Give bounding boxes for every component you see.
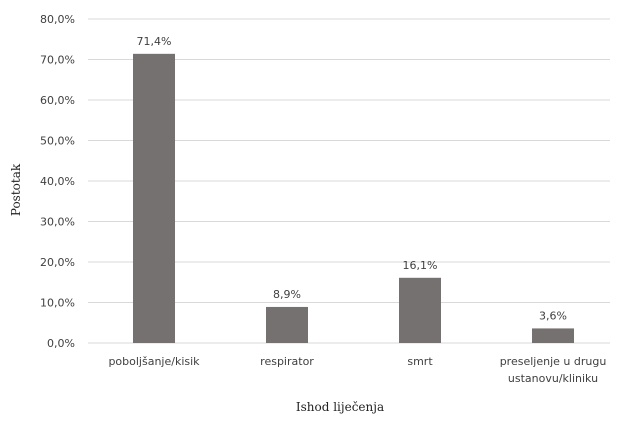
x-axis-categories: poboljšanje/kisik respirator smrt preseljen… xyxy=(108,355,606,385)
y-tick-label: 10,0% xyxy=(40,297,75,310)
y-tick-label: 0,0% xyxy=(47,337,75,350)
y-tick-label: 20,0% xyxy=(40,256,75,269)
y-tick-label: 70,0% xyxy=(40,54,75,67)
data-labels: 71,4% 8,9% 16,1% 3,6% xyxy=(137,35,567,323)
y-tick-label: 50,0% xyxy=(40,135,75,148)
bars xyxy=(133,53,574,344)
bar xyxy=(532,328,574,343)
y-axis-ticks: 0,0% 10,0% 20,0% 30,0% 40,0% 50,0% 60,0% 70,0% 8… xyxy=(40,13,75,350)
data-label: 71,4% xyxy=(137,35,172,48)
x-category-label: respirator xyxy=(260,355,314,368)
y-axis-title: Postotak xyxy=(9,163,23,216)
data-label: 8,9% xyxy=(273,288,301,301)
y-tick-label: 30,0% xyxy=(40,216,75,229)
bar xyxy=(399,277,441,343)
x-category-label: ustanovu/kliniku xyxy=(508,372,598,385)
x-axis-title: Ishod liječenja xyxy=(296,400,384,414)
bar xyxy=(266,306,308,343)
x-category-label: poboljšanje/kisik xyxy=(108,355,200,368)
x-category-label: preseljenje u drugu xyxy=(500,355,607,368)
y-tick-label: 60,0% xyxy=(40,94,75,107)
x-category-label: smrt xyxy=(407,355,433,368)
y-tick-label: 80,0% xyxy=(40,13,75,26)
y-tick-label: 40,0% xyxy=(40,175,75,188)
data-label: 16,1% xyxy=(403,259,438,272)
bar xyxy=(133,53,175,344)
data-label: 3,6% xyxy=(539,309,567,322)
